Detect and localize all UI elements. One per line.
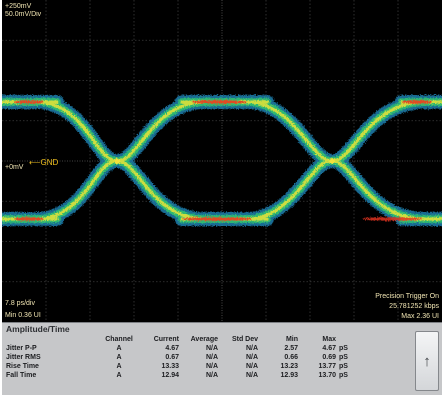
rail-hot-spot xyxy=(362,217,422,221)
trigger-status: Precision Trigger On xyxy=(375,293,439,300)
row-current: 12.94 xyxy=(161,372,179,379)
rail-hot-spot xyxy=(182,217,252,221)
row-unit: pS xyxy=(339,354,348,361)
header-min: Min xyxy=(285,336,298,343)
row-max: 13.77 xyxy=(318,363,336,370)
row-min: 0.66 xyxy=(284,354,298,361)
header-current: Current xyxy=(153,336,179,343)
row-channel: A xyxy=(116,372,122,379)
bit-rate: 25.781252 kbps xyxy=(389,303,439,310)
rail-hot-spot xyxy=(14,217,44,221)
row-name: Fall Time xyxy=(6,372,37,379)
row-std-dev: N/A xyxy=(245,354,258,361)
crossing-point xyxy=(329,158,335,164)
table-header: Channel Current Average Std Dev Min Max xyxy=(6,335,355,344)
rail-hot-spot xyxy=(192,100,247,104)
rail-hot-spot xyxy=(402,100,432,104)
row-min: 12.93 xyxy=(280,372,298,379)
row-name: Jitter RMS xyxy=(6,354,41,361)
up-arrow-icon: ↑ xyxy=(423,352,431,370)
panel-title: Amplitude/Time xyxy=(6,324,70,334)
row-average: N/A xyxy=(205,363,218,370)
ground-arrow-icon: ⟵ xyxy=(29,158,41,167)
table-row[interactable]: Fall Time A 12.94 N/A N/A 12.93 13.70 pS xyxy=(6,371,355,380)
scroll-up-button[interactable]: ↑ xyxy=(415,331,439,391)
row-max: 4.67 xyxy=(322,345,336,352)
time-scale: 7.8 ps/div xyxy=(5,300,35,307)
table-row[interactable]: Rise Time A 13.33 N/A N/A 13.23 13.77 pS xyxy=(6,362,355,371)
header-std-dev: Std Dev xyxy=(231,336,258,343)
row-max: 0.69 xyxy=(322,354,336,361)
row-channel: A xyxy=(116,363,122,370)
graticule xyxy=(2,0,442,322)
header-name xyxy=(6,335,99,344)
row-average: N/A xyxy=(205,354,218,361)
row-unit: pS xyxy=(339,345,348,352)
vertical-scale-top: +250mV xyxy=(5,3,32,10)
row-channel: A xyxy=(116,354,122,361)
measurement-table: Channel Current Average Std Dev Min Max … xyxy=(6,335,355,380)
row-channel: A xyxy=(116,345,122,352)
row-name: Jitter P-P xyxy=(6,345,37,352)
max-ui: Max 2.36 UI xyxy=(401,313,439,320)
ground-label: GND xyxy=(40,158,59,167)
min-ui: Min 0.36 UI xyxy=(5,312,41,319)
ground-marker[interactable]: ⟵GND xyxy=(29,159,58,167)
row-average: N/A xyxy=(205,345,218,352)
row-unit: pS xyxy=(339,372,348,379)
header-max: Max xyxy=(322,336,336,343)
table-row[interactable]: Jitter RMS A 0.67 N/A N/A 0.66 0.69 pS xyxy=(6,353,355,362)
table-row[interactable]: Jitter P-P A 4.67 N/A N/A 2.57 4.67 pS xyxy=(6,344,355,353)
measurement-panel: Amplitude/Time Channel Current Average S… xyxy=(2,322,442,395)
eye-diagram-plot xyxy=(2,0,442,322)
rail-density xyxy=(14,100,432,221)
row-std-dev: N/A xyxy=(245,363,258,370)
eye-diagram-display: +250mV 50.0mV/Div +0mV ⟵GND 7.8 ps/div M… xyxy=(2,0,442,322)
row-current: 4.67 xyxy=(165,345,179,352)
row-std-dev: N/A xyxy=(245,372,258,379)
header-unit xyxy=(336,335,355,344)
row-unit: pS xyxy=(339,363,348,370)
row-current: 0.67 xyxy=(165,354,179,361)
crossing-point xyxy=(114,158,120,164)
row-min: 2.57 xyxy=(284,345,298,352)
rail-hot-spot xyxy=(14,100,44,104)
row-max: 13.70 xyxy=(318,372,336,379)
row-average: N/A xyxy=(205,372,218,379)
row-min: 13.23 xyxy=(280,363,298,370)
header-channel: Channel xyxy=(105,336,133,343)
row-name: Rise Time xyxy=(6,363,39,370)
header-average: Average xyxy=(190,336,218,343)
row-std-dev: N/A xyxy=(245,345,258,352)
vertical-offset: +0mV xyxy=(5,164,24,171)
row-current: 13.33 xyxy=(161,363,179,370)
vertical-scale-div: 50.0mV/Div xyxy=(5,11,42,18)
